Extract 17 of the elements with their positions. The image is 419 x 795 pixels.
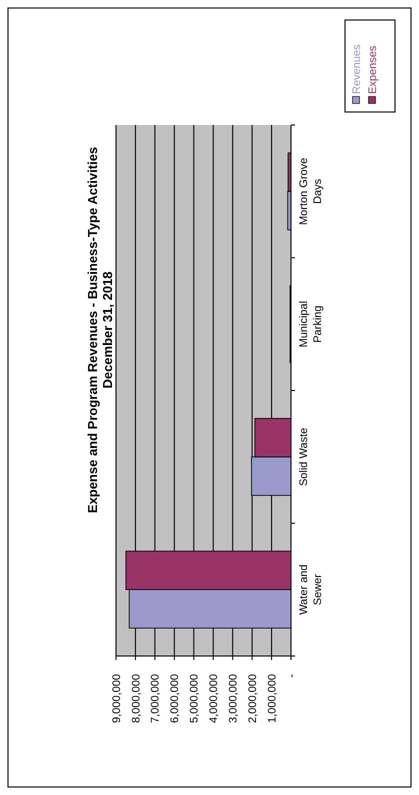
text: Revenues [350, 44, 363, 94]
text: Expenses [366, 45, 379, 94]
y-tick-label: Water and Sewer [298, 564, 324, 615]
x-tick-label: 9,000,000 [110, 674, 123, 723]
x-tick-label: 8,000,000 [130, 674, 142, 723]
y-tick-label: Solid Waste [298, 428, 310, 486]
x-tick-label: 4,000,000 [208, 674, 220, 723]
x-tick-label: 7,000,000 [150, 674, 162, 723]
x-tick-label: 1,000,000 [266, 674, 278, 723]
x-tick-label: 3,000,000 [228, 674, 240, 723]
y-tick-label: Municipal Parking [298, 300, 324, 348]
x-tick-label: 2,000,000 [246, 674, 259, 723]
y-tick-label: Morton Grove Days [298, 158, 324, 225]
x-tick-label: 6,000,000 [169, 674, 182, 723]
x-tick-label: - [286, 674, 298, 678]
x-tick-label: 5,000,000 [188, 674, 201, 723]
text: Expense and Program Revenues - Business-Type Activities December 31, 2018 [85, 146, 115, 514]
